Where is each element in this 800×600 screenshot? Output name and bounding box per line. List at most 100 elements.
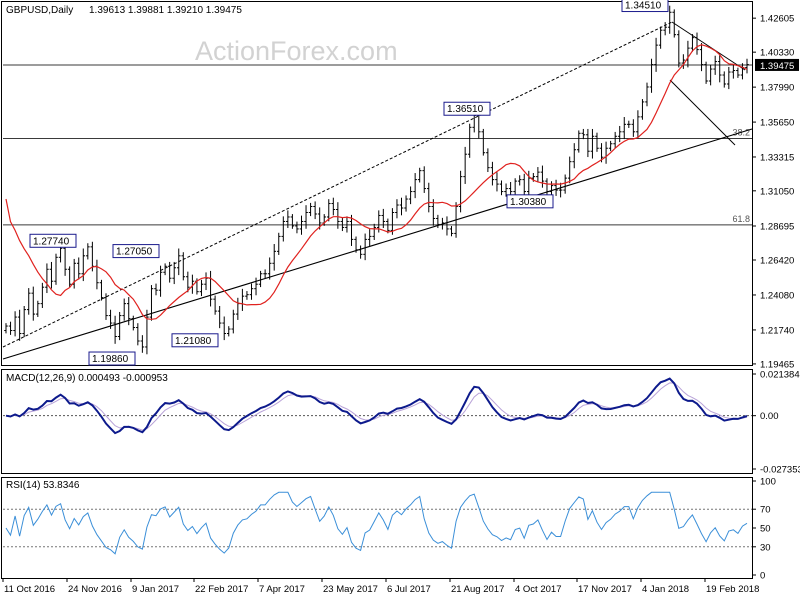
price-bar bbox=[572, 143, 577, 169]
price-bar bbox=[172, 261, 177, 285]
watermark: ActionForex.com bbox=[195, 36, 398, 66]
time-tick-label: 24 Nov 2016 bbox=[68, 584, 122, 595]
price-bar bbox=[704, 61, 708, 84]
price-label: 1.19860 bbox=[92, 354, 129, 365]
current-price-label: 1.39475 bbox=[760, 61, 794, 72]
price-label-box bbox=[112, 244, 160, 259]
time-axis: 11 Oct 2016 24 Nov 2016 9 Jan 2017 22 Feb 2… bbox=[2, 578, 759, 595]
price-bar bbox=[686, 40, 690, 68]
price-bar bbox=[722, 71, 727, 88]
price-bar bbox=[549, 181, 554, 196]
price-bar bbox=[326, 199, 331, 222]
macd-indicator: 0.021384 0.00 -0.027353 bbox=[3, 369, 800, 476]
price-bar bbox=[545, 178, 549, 195]
rsi-tick-label: 70 bbox=[760, 505, 771, 516]
price-bar bbox=[308, 202, 313, 217]
price-bar bbox=[208, 270, 213, 307]
price-bar bbox=[654, 37, 658, 72]
price-label: 1.27740 bbox=[33, 236, 70, 247]
price-bar bbox=[608, 140, 613, 152]
price-bar bbox=[249, 283, 254, 300]
price-bar bbox=[286, 210, 290, 229]
price-bar bbox=[713, 55, 717, 75]
price-bar bbox=[136, 323, 140, 346]
price-bar bbox=[290, 214, 295, 229]
price-bar bbox=[76, 257, 81, 280]
price-label-box bbox=[621, 0, 669, 13]
price-label: 1.21080 bbox=[175, 336, 212, 347]
price-tick-label: 1.26420 bbox=[760, 256, 794, 267]
falling-channel-upper bbox=[671, 21, 746, 71]
trend-lines bbox=[2, 21, 753, 360]
price-bar bbox=[149, 285, 154, 321]
price-bar bbox=[558, 182, 563, 198]
macd-title: MACD(12,26,9) 0.000493 -0.000953 bbox=[6, 373, 168, 384]
price-bar bbox=[708, 64, 713, 86]
price-bar bbox=[258, 270, 263, 288]
price-tick-label: 1.28695 bbox=[760, 222, 794, 233]
rsi-tick-label: 100 bbox=[760, 477, 776, 488]
price-bar bbox=[540, 165, 545, 188]
price-bar bbox=[313, 201, 317, 220]
rsi-line bbox=[5, 491, 748, 555]
price-bar bbox=[4, 323, 8, 334]
price-label-box bbox=[171, 333, 219, 348]
price-bar bbox=[145, 309, 149, 355]
price-bar bbox=[217, 306, 222, 329]
price-tick-label: 1.37990 bbox=[760, 83, 794, 94]
price-bar bbox=[381, 208, 386, 229]
price-bar bbox=[413, 173, 417, 199]
price-bar bbox=[672, 9, 677, 38]
price-bar bbox=[554, 179, 558, 196]
price-bar bbox=[622, 117, 627, 140]
price-bar bbox=[67, 266, 72, 288]
price-bar bbox=[717, 54, 722, 83]
price-bar bbox=[17, 309, 22, 341]
sma-line-group bbox=[5, 44, 748, 320]
macd-panel bbox=[1, 369, 753, 474]
price-bar bbox=[13, 311, 17, 337]
price-bar bbox=[399, 197, 404, 216]
price-label-box bbox=[29, 233, 77, 248]
price-bar bbox=[122, 298, 126, 321]
price-bar bbox=[8, 321, 13, 335]
price-bar bbox=[163, 263, 167, 276]
ohlc-bars bbox=[4, 5, 749, 355]
price-bar bbox=[386, 218, 390, 234]
price-bar bbox=[567, 156, 572, 184]
price-label: 1.36510 bbox=[447, 104, 484, 115]
price-bar bbox=[590, 128, 595, 159]
price-bar bbox=[617, 125, 622, 143]
price-bar bbox=[445, 216, 449, 236]
chart-symbol: GBPUSD,Daily bbox=[6, 5, 73, 16]
price-label-box bbox=[88, 351, 136, 366]
price-bar bbox=[331, 197, 336, 216]
time-tick-label: 4 Oct 2017 bbox=[515, 584, 561, 595]
price-bar bbox=[181, 252, 186, 281]
price-bar bbox=[681, 54, 686, 69]
price-bar bbox=[236, 297, 240, 320]
price-bar bbox=[213, 295, 217, 315]
price-bar bbox=[199, 279, 204, 297]
price-label-box bbox=[443, 101, 491, 116]
price-bar bbox=[404, 195, 408, 212]
price-bar bbox=[731, 63, 736, 79]
price-bar bbox=[186, 271, 190, 293]
price-bar bbox=[595, 132, 599, 152]
price-bar bbox=[517, 175, 522, 186]
price-bar bbox=[167, 261, 172, 283]
price-bar bbox=[536, 167, 540, 182]
time-tick-label: 11 Oct 2016 bbox=[4, 584, 55, 595]
price-bar bbox=[581, 128, 586, 140]
price-bar bbox=[54, 253, 58, 285]
price-bar bbox=[354, 236, 358, 253]
price-bar bbox=[422, 166, 427, 193]
price-bar bbox=[431, 199, 436, 226]
price-label: 1.27050 bbox=[116, 247, 153, 258]
rsi-panel bbox=[1, 477, 753, 579]
price-bar bbox=[417, 167, 422, 183]
price-bar bbox=[486, 148, 490, 173]
rsi-tick-label: 0 bbox=[760, 571, 765, 582]
rsi-tick-label: 50 bbox=[760, 524, 771, 535]
